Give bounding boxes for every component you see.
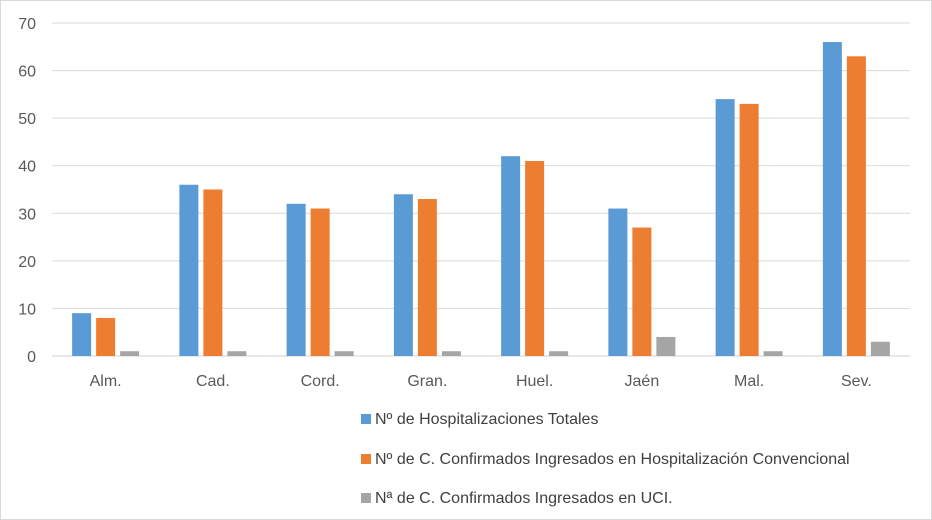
x-tick-label: Sev. (841, 373, 872, 390)
bar-2 (203, 189, 223, 356)
bar-3 (334, 351, 354, 356)
bar-3 (227, 351, 247, 356)
bar-2 (417, 199, 437, 356)
x-tick-label: Mal. (734, 373, 764, 390)
bar-1 (393, 194, 413, 356)
bar-2 (525, 160, 545, 356)
bar-1 (179, 184, 199, 356)
y-tick-label: 50 (18, 111, 36, 128)
bar-2 (632, 227, 652, 356)
bar-2 (310, 208, 330, 356)
y-tick-label: 0 (27, 349, 36, 366)
bar-3 (763, 351, 783, 356)
bar-1 (608, 208, 628, 356)
bar-1 (715, 99, 735, 356)
x-tick-label: Cord. (301, 373, 340, 390)
bar-1 (501, 156, 521, 356)
bar-3 (549, 351, 569, 356)
bar-2 (846, 56, 866, 357)
bar-3 (441, 351, 461, 356)
y-tick-label: 30 (18, 206, 36, 223)
x-tick-label: Huel. (516, 373, 553, 390)
legend-entry: Nº de Hospitalizaciones Totales (375, 411, 598, 428)
legend-swatch (361, 414, 371, 424)
bar-2 (96, 317, 116, 356)
bar-3 (120, 351, 140, 356)
y-tick-label: 70 (18, 16, 36, 33)
legend-swatch (361, 454, 371, 464)
x-tick-label: Gran. (407, 373, 447, 390)
bar-1 (286, 203, 306, 356)
bar-2 (739, 103, 759, 356)
bar-3 (656, 336, 676, 356)
bar-1 (822, 42, 842, 357)
y-tick-label: 10 (18, 301, 36, 318)
y-tick-label: 40 (18, 159, 36, 176)
x-tick-label: Cad. (196, 373, 230, 390)
x-tick-label: Alm. (90, 373, 122, 390)
legend-swatch (361, 493, 371, 503)
bar-3 (870, 341, 890, 356)
bar-1 (72, 313, 92, 356)
y-tick-label: 20 (18, 254, 36, 271)
y-tick-label: 60 (18, 64, 36, 81)
x-tick-label: Jaén (625, 373, 660, 390)
legend-entry: Nº de C. Confirmados Ingresados en Hospi… (375, 451, 850, 468)
legend-entry: Nª de C. Confirmados Ingresados en UCI. (375, 490, 673, 507)
